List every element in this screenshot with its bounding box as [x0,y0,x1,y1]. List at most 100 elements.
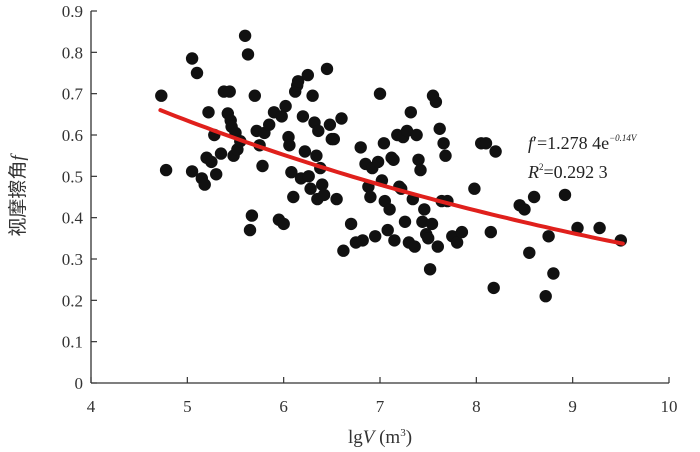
data-points [155,29,627,303]
data-point [354,141,367,154]
data-point [450,236,464,249]
data-point [518,203,531,216]
eq-exponent: −0.14V [609,133,638,143]
y-ticks: 0 0.1 0.2 0.3 0.4 0.5 0.6 0.7 0.8 0.9 [62,2,97,393]
data-point [364,190,377,204]
data-point [527,190,541,204]
data-point [439,149,452,162]
x-tick-label: 8 [472,397,481,416]
y-tick-label: 0.6 [62,126,83,145]
data-point [238,29,252,42]
xlabel-sup: 3 [400,427,406,439]
data-point [412,153,425,166]
data-point [484,225,497,239]
data-point [202,106,215,119]
data-point [159,163,173,177]
data-point [223,85,236,98]
data-point [283,139,296,152]
data-point [312,124,325,138]
data-point [523,246,536,259]
y-tick-label: 0.8 [62,43,83,62]
data-point [487,281,500,295]
data-point [190,66,204,80]
data-point [479,137,493,150]
data-point [291,75,305,88]
data-point [298,145,312,158]
data-point [205,155,218,169]
r2-sup: 2 [539,162,544,172]
data-point [320,62,334,76]
data-point [323,118,337,131]
data-point [210,168,223,181]
data-point [245,209,259,222]
fit-equation: f′=1.278 4e−0.14V [528,133,638,153]
data-point [301,68,314,82]
x-ticks: 4 5 6 7 8 9 10 [87,377,678,416]
eq-lhs: f [528,133,536,153]
data-point [310,149,323,162]
x-tick-label: 6 [279,397,288,416]
y-tick-label: 0.3 [62,250,83,269]
data-point [335,112,348,125]
data-point [243,223,257,237]
xlabel-prefix: lg [348,427,363,448]
data-point [373,87,387,100]
x-tick-label: 9 [568,397,577,416]
data-point [455,225,469,239]
y-tick-label: 0.9 [62,2,83,21]
data-point [571,221,584,235]
x-tick-label: 7 [376,397,385,416]
data-point [383,203,396,216]
xlabel-var: V [363,427,377,448]
data-point [387,153,400,166]
data-point [316,178,329,191]
r-squared: R2=0.292 3 [527,162,608,182]
data-point [287,190,300,204]
data-point [369,230,382,243]
data-point [214,147,228,160]
ylabel-var: f [8,153,29,161]
data-point [306,89,319,102]
data-point [388,234,401,247]
data-point [327,132,340,146]
data-point [248,89,261,102]
data-point [296,110,310,123]
y-tick-label: 0.4 [62,209,84,228]
data-point [425,217,439,231]
data-point [344,217,358,231]
y-tick-label: 0.1 [62,333,83,352]
data-point [330,192,343,206]
data-point [489,145,502,158]
data-point [433,122,446,135]
data-point [414,163,427,177]
y-tick-label: 0.5 [62,167,83,186]
data-point [408,240,421,253]
x-tick-label: 10 [661,397,678,416]
x-tick-label: 5 [183,397,192,416]
data-point [317,188,331,202]
data-point [418,203,431,216]
data-point [277,217,290,231]
data-point [185,52,199,65]
data-point [155,89,168,102]
data-point [400,124,414,138]
data-point [304,182,317,195]
data-point [416,215,429,228]
data-point [404,106,417,119]
data-point [241,48,255,61]
data-point [198,178,211,191]
data-point [285,166,298,179]
data-point [279,99,292,113]
r2-value: =0.292 3 [544,162,608,182]
x-tick-label: 4 [87,397,96,416]
x-axis-title: lgV (m3) [348,427,412,448]
data-point [542,230,555,243]
data-point [431,240,444,253]
data-point [381,223,394,237]
data-point [185,165,199,178]
xlabel-paren-close: ) [406,427,412,448]
data-point [356,234,369,247]
data-point [423,263,437,276]
y-axis-title: 视摩擦角f [7,153,29,237]
eq-prime: ′ [533,133,537,153]
